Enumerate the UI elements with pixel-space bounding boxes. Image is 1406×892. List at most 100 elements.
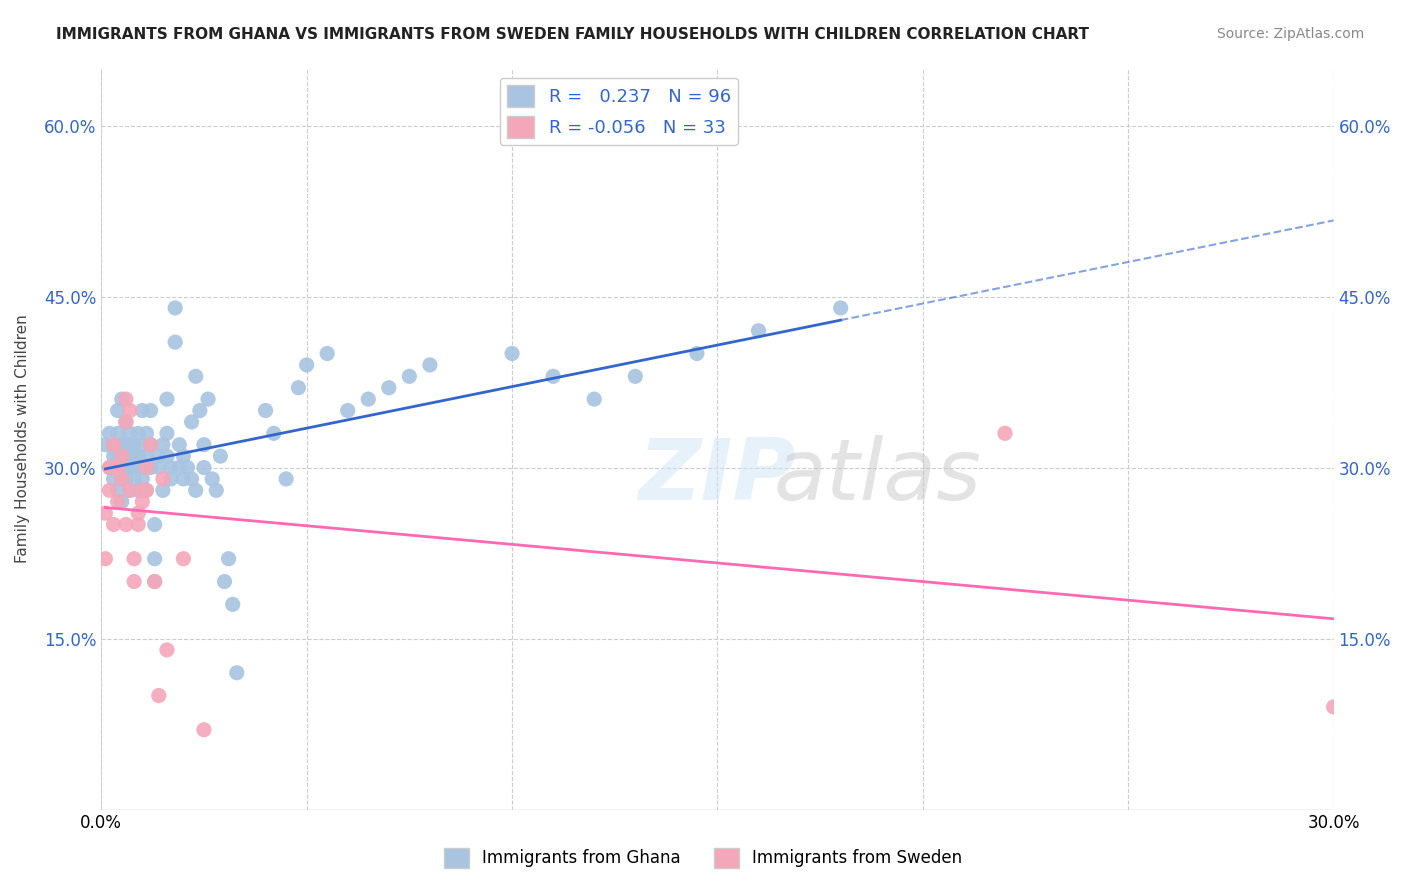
Point [135, 449, 157, 463]
Point [222, 598, 245, 612]
Point [111, 460, 134, 475]
Point [994, 426, 1017, 441]
Point [139, 460, 162, 475]
Point [115, 517, 138, 532]
Point [107, 483, 129, 498]
Point [107, 460, 129, 475]
Point [118, 460, 141, 475]
Point [686, 346, 709, 360]
Point [378, 381, 401, 395]
Point [193, 460, 215, 475]
Text: atlas: atlas [773, 434, 981, 517]
Point [98, 483, 121, 498]
Point [139, 438, 162, 452]
Point [254, 403, 277, 417]
Point [180, 415, 202, 429]
Point [127, 506, 149, 520]
Point [624, 369, 647, 384]
Point [160, 472, 183, 486]
Point [218, 551, 240, 566]
Point [139, 403, 162, 417]
Point [131, 494, 153, 508]
Point [111, 438, 134, 452]
Point [169, 460, 191, 475]
Point [152, 438, 174, 452]
Point [111, 494, 134, 508]
Point [98, 460, 121, 475]
Point [131, 483, 153, 498]
Point [107, 426, 129, 441]
Point [148, 689, 170, 703]
Point [193, 723, 215, 737]
Point [201, 472, 224, 486]
Point [152, 472, 174, 486]
Point [156, 392, 179, 406]
Point [160, 460, 183, 475]
Point [172, 472, 194, 486]
Point [118, 483, 141, 498]
Point [165, 301, 187, 315]
Point [118, 449, 141, 463]
Point [111, 472, 134, 486]
Point [111, 449, 134, 463]
Point [115, 449, 138, 463]
Point [1323, 700, 1346, 714]
Point [118, 403, 141, 417]
Point [111, 472, 134, 486]
Point [165, 335, 187, 350]
Point [398, 369, 420, 384]
Point [148, 449, 170, 463]
Point [118, 438, 141, 452]
Point [139, 438, 162, 452]
Point [316, 346, 339, 360]
Point [94, 438, 117, 452]
Point [115, 438, 138, 452]
Point [214, 574, 236, 589]
Point [287, 381, 309, 395]
Point [357, 392, 380, 406]
Point [131, 438, 153, 452]
Point [98, 460, 121, 475]
Point [209, 449, 232, 463]
Point [193, 438, 215, 452]
Point [107, 449, 129, 463]
Point [501, 346, 523, 360]
Point [111, 392, 134, 406]
Point [122, 574, 145, 589]
Point [135, 483, 157, 498]
Point [127, 426, 149, 441]
Point [103, 460, 125, 475]
Point [103, 472, 125, 486]
Point [184, 483, 207, 498]
Point [131, 460, 153, 475]
Point [122, 551, 145, 566]
Point [156, 426, 179, 441]
Point [127, 517, 149, 532]
Point [115, 392, 138, 406]
Point [94, 506, 117, 520]
Point [197, 392, 219, 406]
Point [122, 472, 145, 486]
Point [127, 449, 149, 463]
Point [156, 449, 179, 463]
Point [188, 403, 211, 417]
Point [274, 472, 297, 486]
Point [115, 460, 138, 475]
Point [295, 358, 318, 372]
Point [122, 449, 145, 463]
Text: ZIP: ZIP [638, 434, 796, 517]
Point [103, 517, 125, 532]
Point [205, 483, 228, 498]
Point [143, 574, 166, 589]
Point [830, 301, 852, 315]
Point [131, 403, 153, 417]
Point [169, 438, 191, 452]
Point [152, 483, 174, 498]
Point [176, 460, 198, 475]
Point [172, 449, 194, 463]
Point [148, 460, 170, 475]
Text: Source: ZipAtlas.com: Source: ZipAtlas.com [1216, 27, 1364, 41]
Point [98, 426, 121, 441]
Point [180, 472, 202, 486]
Text: IMMIGRANTS FROM GHANA VS IMMIGRANTS FROM SWEDEN FAMILY HOUSEHOLDS WITH CHILDREN : IMMIGRANTS FROM GHANA VS IMMIGRANTS FROM… [56, 27, 1090, 42]
